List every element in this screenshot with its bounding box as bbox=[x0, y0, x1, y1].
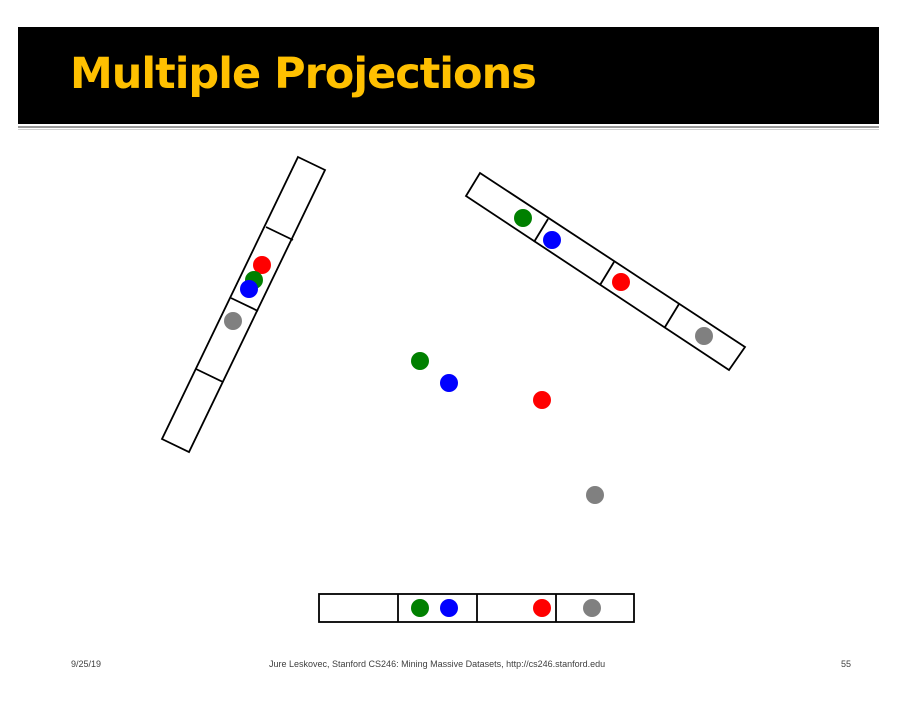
slide-title: Multiple Projections bbox=[70, 49, 537, 99]
title-divider bbox=[18, 126, 879, 128]
footer-credit: Jure Leskovec, Stanford CS246: Mining Ma… bbox=[269, 659, 606, 669]
bucket-divider bbox=[533, 218, 549, 243]
bucket-divider bbox=[230, 297, 259, 312]
bucket-divider bbox=[265, 226, 294, 241]
point-red-projection bbox=[533, 599, 551, 617]
bucket-divider bbox=[599, 261, 615, 286]
data-points bbox=[411, 352, 604, 504]
point-blue bbox=[440, 374, 458, 392]
footer-date: 9/25/19 bbox=[71, 659, 102, 669]
point-green-projection bbox=[514, 209, 532, 227]
title-divider-light bbox=[18, 129, 879, 130]
point-gray-projection bbox=[583, 599, 601, 617]
projection-strip bbox=[464, 171, 747, 372]
point-blue-projection bbox=[240, 280, 258, 298]
point-blue-projection bbox=[440, 599, 458, 617]
point-green-projection bbox=[411, 599, 429, 617]
point-gray-projection bbox=[224, 312, 242, 330]
bucket-divider bbox=[664, 303, 680, 328]
projection-line-diagonal bbox=[464, 171, 747, 372]
point-blue-projection bbox=[543, 231, 561, 249]
projection-line-left bbox=[160, 155, 327, 454]
point-red-projection bbox=[612, 273, 630, 291]
point-red-projection bbox=[253, 256, 271, 274]
point-green bbox=[411, 352, 429, 370]
bucket-divider bbox=[195, 368, 224, 383]
projection-line-bottom bbox=[318, 593, 635, 623]
point-red bbox=[533, 391, 551, 409]
point-gray-projection bbox=[695, 327, 713, 345]
point-gray bbox=[586, 486, 604, 504]
footer-page-number: 55 bbox=[841, 659, 852, 669]
title-bar: Multiple Projections bbox=[18, 27, 879, 124]
